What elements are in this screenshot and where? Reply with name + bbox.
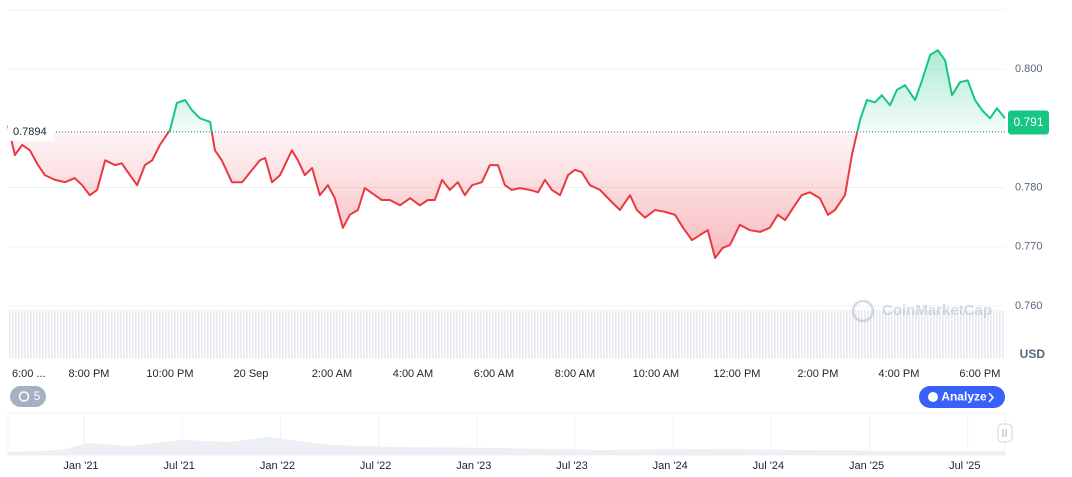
analyze-chevron <box>988 392 995 403</box>
x-tick-label: 20 Sep <box>234 368 269 380</box>
history-badge[interactable]: 5 <box>10 386 46 407</box>
x-tick-label: 2:00 PM <box>797 368 838 380</box>
navigator-label: Jan '22 <box>260 460 295 472</box>
navigator-label: Jan '23 <box>456 460 491 472</box>
y-tick-label: 0.780 <box>1015 181 1043 193</box>
price-line <box>7 49 1006 259</box>
x-tick-label: 2:00 AM <box>312 368 352 380</box>
navigator-label: Jul '21 <box>163 460 194 472</box>
currency-label: USD <box>1020 347 1046 361</box>
analyze-button[interactable]: Analyze <box>919 386 1005 408</box>
analyze-icon <box>928 392 938 402</box>
x-tick-label: 10:00 AM <box>633 368 679 380</box>
x-tick-label: 6:00 AM <box>474 368 514 380</box>
baseline-label-bg <box>8 122 54 141</box>
x-tick-label: 8:00 AM <box>555 368 595 380</box>
analyze-pill[interactable] <box>919 386 1005 408</box>
navigator-area <box>8 437 1005 455</box>
current-price-badge <box>1008 110 1049 135</box>
watermark: CoinMarketCap <box>851 299 992 323</box>
area-fill <box>8 50 1005 259</box>
current-price: 0.791 <box>1013 115 1043 129</box>
navigator-label: Jan '21 <box>63 460 98 472</box>
navigator-frame <box>7 412 1006 456</box>
y-tick-label: 0.760 <box>1015 300 1043 312</box>
history-count: 5 <box>34 389 41 403</box>
navigator-label: Jul '22 <box>360 460 391 472</box>
volume-band <box>8 310 1005 358</box>
x-tick-label: 6:00 ... <box>12 368 46 380</box>
watermark-logo <box>851 299 875 323</box>
grid <box>8 68 1005 307</box>
y-tick-label: 0.770 <box>1015 241 1043 253</box>
navigator-label: Jan '24 <box>653 460 688 472</box>
baseline-label: 0.7894 <box>8 122 54 141</box>
x-tick-label: 8:00 PM <box>69 368 110 380</box>
x-tick-label: 4:00 AM <box>393 368 433 380</box>
x-tick-label: 6:00 PM <box>959 368 1000 380</box>
navigator-label: Jan '25 <box>849 460 884 472</box>
navigator-label: Jul '25 <box>949 460 980 472</box>
watermark-text: CoinMarketCap <box>882 302 992 319</box>
x-tick-label: 10:00 PM <box>146 368 193 380</box>
navigator-handle[interactable] <box>997 423 1013 443</box>
x-tick-label: 4:00 PM <box>878 368 919 380</box>
navigator-label: Jul '23 <box>556 460 587 472</box>
analyze-label: Analyze <box>941 390 987 404</box>
y-tick-label: 0.800 <box>1015 63 1043 75</box>
x-tick-label: 12:00 PM <box>713 368 760 380</box>
baseline-value: 0.7894 <box>13 126 47 138</box>
history-icon <box>18 391 30 402</box>
navigator: Jan '21 Jul '21 Jan '22 Jul '22 Jan '23 Jul '… <box>7 412 1013 472</box>
navigator-label: Jul '24 <box>753 460 784 472</box>
